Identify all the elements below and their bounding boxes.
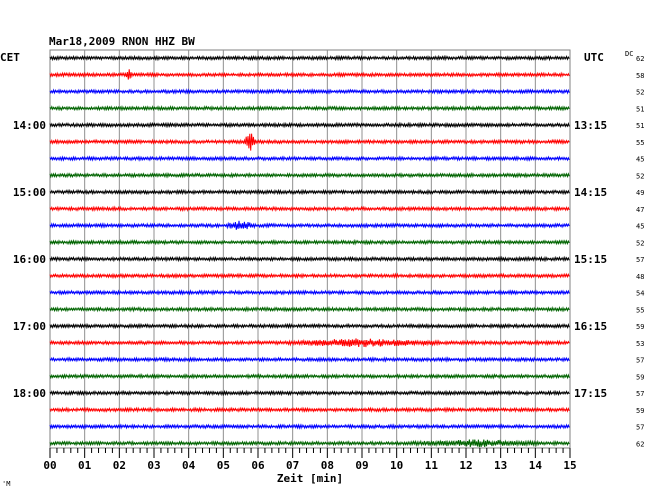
x-tick-label: 14 [529, 459, 543, 472]
right-hour-label: 13:15 [574, 119, 607, 132]
trace-row-5 [49, 133, 570, 151]
dc-value: 48 [636, 273, 644, 281]
trace-row-21 [49, 406, 570, 414]
right-hour-label: 16:15 [574, 320, 607, 333]
right-hour-label: 17:15 [574, 387, 607, 400]
dc-value: 51 [636, 105, 644, 113]
x-tick-label: 04 [182, 459, 196, 472]
trace-row-19 [49, 373, 570, 380]
dc-header-label: DC [625, 50, 633, 58]
trace-row-20 [49, 389, 570, 397]
x-axis-label: Zeit [min] [277, 472, 343, 485]
left-hour-label: 18:00 [13, 387, 46, 400]
trace-row-3 [49, 104, 570, 112]
x-tick-label: 12 [459, 459, 472, 472]
trace-row-18 [49, 356, 570, 363]
trace-row-0 [49, 54, 570, 62]
right-hour-label: 14:15 [574, 186, 607, 199]
dc-value: 47 [636, 206, 644, 214]
dc-value: 55 [636, 306, 644, 314]
x-tick-label: 00 [43, 459, 56, 472]
left-hour-label: 16:00 [13, 253, 46, 266]
trace-row-23 [49, 439, 570, 448]
trace-row-13 [49, 272, 570, 280]
dc-value: 52 [636, 239, 644, 247]
plot-frame [49, 49, 571, 449]
trace-row-6 [49, 155, 570, 162]
trace-row-17 [49, 338, 570, 348]
left-hour-label: 14:00 [13, 119, 46, 132]
trace-row-4 [49, 121, 570, 129]
x-tick-label: 09 [355, 459, 368, 472]
dc-value: 58 [636, 72, 644, 80]
x-tick-label: 07 [286, 459, 299, 472]
dc-value: 62 [636, 55, 644, 63]
dc-values: 62 58 52 51 51 55 45 52 49 47 45 52 57 48 54 55 59 53 57 59… [636, 55, 644, 448]
x-tick-label: 11 [425, 459, 439, 472]
left-hour-label: 17:00 [13, 320, 46, 333]
dc-value: 55 [636, 139, 644, 147]
x-tick-label: 05 [217, 459, 230, 472]
corner-watermark: 'M [2, 480, 10, 488]
chart-title: Mar18,2009 RNON HHZ BW [49, 35, 195, 48]
dc-value: 62 [636, 440, 644, 448]
dc-value: 54 [636, 290, 644, 298]
trace-row-2 [49, 88, 570, 95]
left-hour-label: 15:00 [13, 186, 46, 199]
right-hour-labels: 13:15 14:15 15:15 16:15 17:15 [574, 119, 607, 400]
dc-value: 52 [636, 172, 644, 180]
dc-value: 59 [636, 323, 644, 331]
right-hour-label: 15:15 [574, 253, 607, 266]
x-tick-label: 08 [321, 459, 334, 472]
trace-row-14 [49, 289, 570, 296]
x-tick-label: 01 [78, 459, 92, 472]
x-tick-label: 06 [251, 459, 265, 472]
left-hour-labels: 14:00 15:00 16:00 17:00 18:00 [13, 119, 46, 400]
left-timezone-label: CET [0, 51, 20, 64]
dc-value: 57 [636, 390, 644, 398]
x-tick-label: 02 [113, 459, 126, 472]
dc-value: 49 [636, 189, 644, 197]
trace-row-7 [49, 171, 570, 179]
dc-value: 59 [636, 373, 644, 381]
x-tick-label: 15 [563, 459, 576, 472]
trace-row-1 [49, 69, 570, 80]
dc-value: 57 [636, 424, 644, 432]
trace-row-15 [49, 305, 570, 313]
dc-value: 45 [636, 156, 644, 164]
dc-value: 53 [636, 340, 644, 348]
minute-grid [49, 49, 571, 449]
x-tick-label: 03 [147, 459, 160, 472]
x-tick-label: 13 [494, 459, 507, 472]
dc-value: 57 [636, 256, 644, 264]
seismic-traces [49, 54, 570, 448]
x-axis-ticks: 00 01 02 03 04 05 06 07 08 09 10 11 12 13 14 15 [43, 448, 577, 472]
trace-row-8 [49, 188, 570, 196]
trace-row-9 [49, 205, 570, 213]
dc-value: 59 [636, 407, 644, 415]
right-timezone-label: UTC [584, 51, 604, 64]
trace-row-16 [49, 322, 570, 330]
trace-row-22 [49, 423, 570, 430]
x-tick-label: 10 [390, 459, 403, 472]
trace-row-12 [49, 255, 570, 263]
dc-value: 51 [636, 122, 644, 130]
trace-row-11 [49, 238, 570, 246]
dc-value: 45 [636, 223, 644, 231]
dc-value: 57 [636, 357, 644, 365]
dc-value: 52 [636, 89, 644, 97]
trace-row-10 [49, 220, 570, 230]
